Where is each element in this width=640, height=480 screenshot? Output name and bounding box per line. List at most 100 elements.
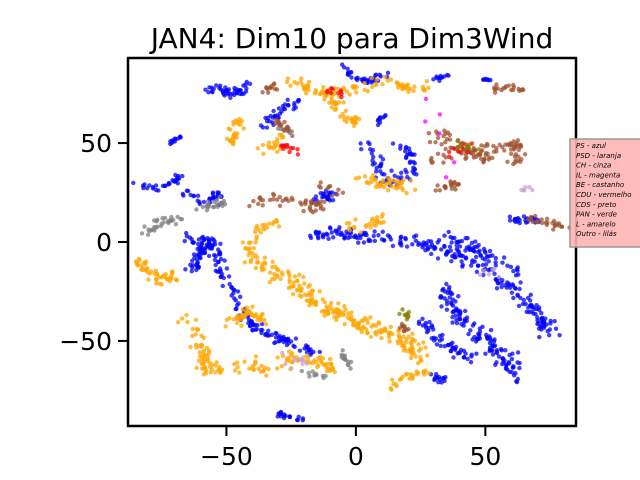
data-point <box>280 198 285 203</box>
data-point <box>153 276 159 282</box>
data-point <box>213 262 218 268</box>
data-point <box>154 281 159 286</box>
data-point <box>361 240 367 245</box>
data-point <box>394 180 399 186</box>
data-point <box>299 76 304 81</box>
data-point <box>469 263 474 268</box>
data-point <box>345 66 350 72</box>
data-point <box>191 240 196 245</box>
data-point <box>544 216 550 221</box>
data-point <box>529 309 534 314</box>
data-point <box>469 240 475 246</box>
data-point <box>518 280 523 285</box>
data-point <box>318 191 323 196</box>
data-point <box>286 340 291 346</box>
data-point <box>221 198 227 204</box>
data-point <box>274 331 279 336</box>
data-point <box>483 262 489 267</box>
data-point <box>225 136 230 141</box>
data-point <box>340 62 345 67</box>
data-point <box>552 222 558 228</box>
data-point <box>327 198 333 203</box>
data-point <box>510 87 516 93</box>
data-point <box>131 180 136 186</box>
data-point <box>327 356 333 362</box>
data-point <box>314 231 319 236</box>
data-point <box>320 373 326 379</box>
data-point <box>459 259 464 264</box>
series-6 <box>280 185 535 371</box>
data-point <box>322 300 327 305</box>
data-point <box>289 195 294 201</box>
data-point <box>328 300 334 306</box>
data-point <box>443 155 448 160</box>
data-point <box>448 248 453 253</box>
data-point <box>435 183 440 188</box>
data-point <box>324 309 329 314</box>
data-point <box>292 357 297 363</box>
series-3 <box>247 81 572 334</box>
data-point <box>473 254 479 260</box>
data-point <box>365 180 370 185</box>
data-point <box>354 90 359 95</box>
data-point <box>237 116 242 122</box>
data-point <box>369 218 375 223</box>
data-point <box>329 306 334 312</box>
data-point <box>535 321 540 327</box>
data-point <box>353 176 359 181</box>
data-point <box>235 289 241 294</box>
data-point <box>235 365 240 370</box>
data-point <box>373 72 379 77</box>
data-point <box>354 77 360 83</box>
data-point <box>317 349 322 355</box>
data-point <box>206 90 211 95</box>
data-point <box>206 239 212 245</box>
data-point <box>274 219 280 224</box>
data-point <box>353 217 358 222</box>
data-point <box>445 342 451 348</box>
data-point <box>418 354 423 360</box>
data-point <box>456 249 462 255</box>
data-point <box>410 338 416 343</box>
data-point <box>297 357 302 362</box>
data-point <box>362 87 367 93</box>
data-point <box>329 105 334 110</box>
data-point <box>166 180 171 186</box>
data-point <box>398 234 404 239</box>
data-point <box>421 87 427 92</box>
data-point <box>453 187 458 192</box>
data-point <box>280 350 285 356</box>
data-point <box>211 204 216 209</box>
x-tick-label: 50 <box>469 442 501 471</box>
data-point <box>295 278 300 284</box>
data-point <box>299 294 304 299</box>
data-point <box>217 194 223 200</box>
data-point <box>320 356 326 361</box>
data-point <box>513 158 518 163</box>
data-point <box>379 329 385 335</box>
data-point <box>431 338 437 343</box>
data-point <box>472 321 477 326</box>
data-point <box>292 274 298 279</box>
data-point <box>518 295 523 301</box>
data-point <box>403 167 408 173</box>
data-point <box>452 252 457 257</box>
data-point <box>374 77 380 82</box>
data-point <box>476 249 481 255</box>
data-point <box>439 380 444 385</box>
data-point <box>509 356 515 362</box>
data-point <box>460 262 465 268</box>
data-point <box>253 240 258 245</box>
data-point <box>195 327 200 333</box>
data-point <box>506 283 512 288</box>
data-point <box>520 301 526 307</box>
data-point <box>388 386 393 391</box>
data-point <box>540 315 545 321</box>
data-point <box>483 351 488 356</box>
data-point <box>388 177 393 183</box>
data-point <box>194 207 199 212</box>
data-point <box>310 369 315 374</box>
data-point <box>197 255 202 260</box>
data-point <box>266 328 271 333</box>
data-point <box>332 107 338 113</box>
